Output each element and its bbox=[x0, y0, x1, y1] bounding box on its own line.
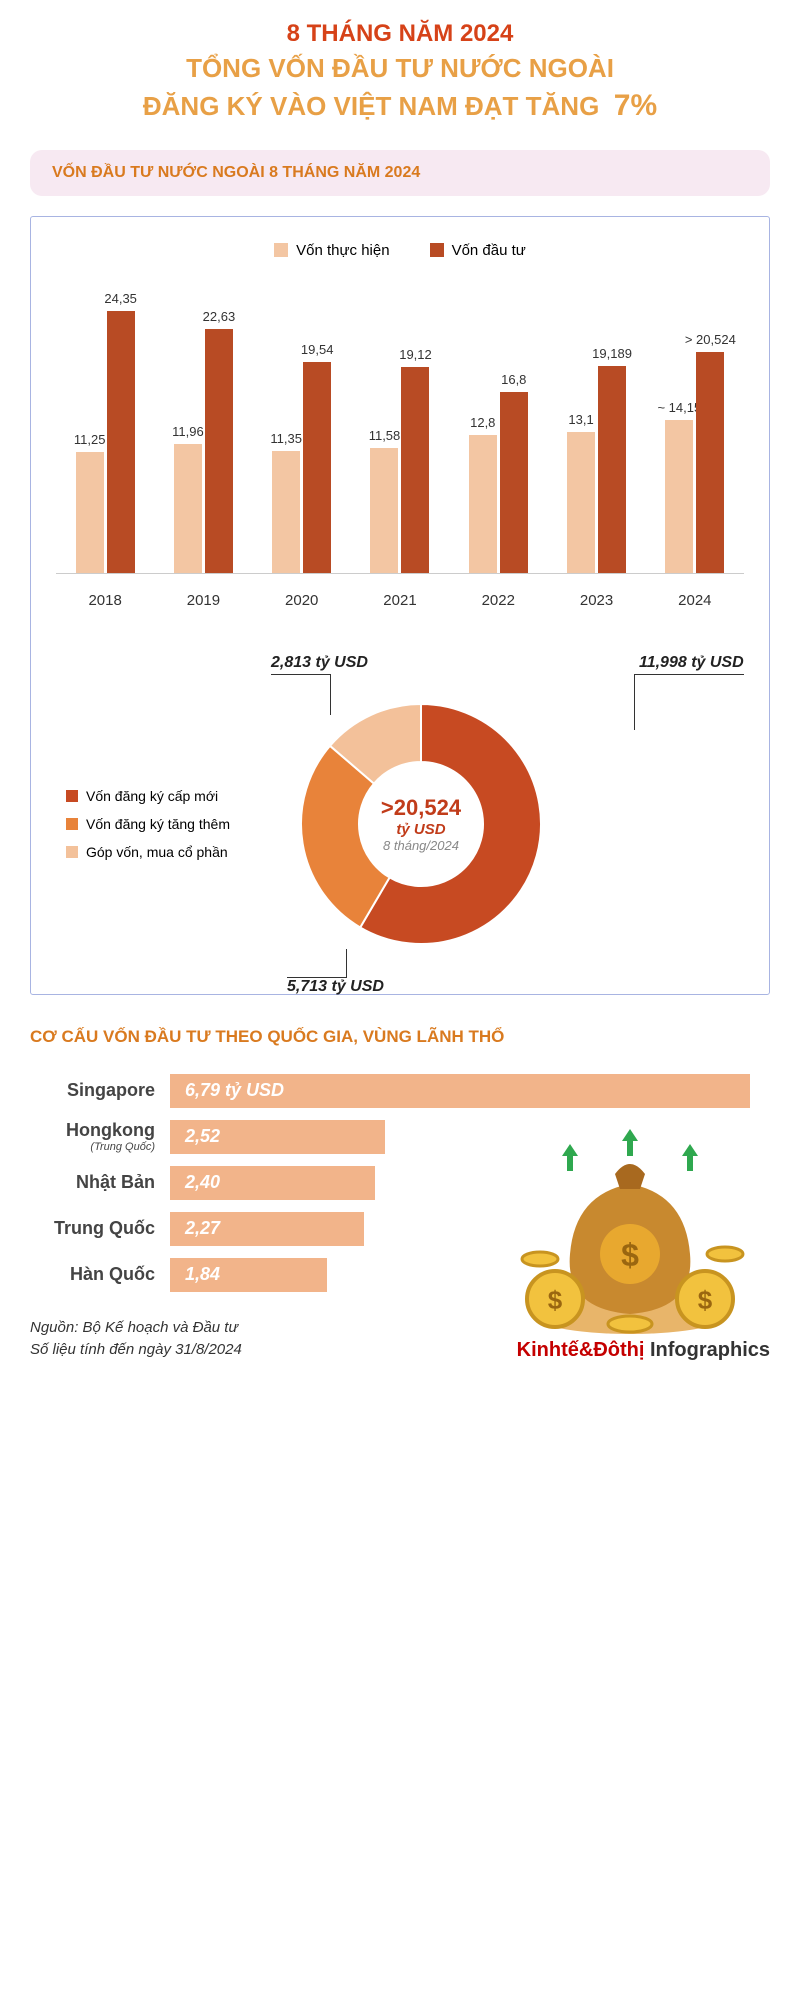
headline-line3: ĐĂNG KÝ VÀO VIỆT NAM ĐẠT TĂNG 7% bbox=[30, 86, 770, 125]
source-line1: Nguồn: Bộ Kế hoạch và Đầu tư bbox=[30, 1317, 242, 1340]
donut-legend-item: Vốn đăng ký tăng thêm bbox=[66, 810, 261, 838]
bar: 11,25 bbox=[76, 452, 104, 573]
country-section: Singapore6,79 tỷ USDHongkong(Trung Quốc)… bbox=[30, 1074, 770, 1292]
callout-3: 5,713 tỷ USD bbox=[316, 949, 384, 996]
callout-3-text: 5,713 tỷ USD bbox=[287, 978, 384, 995]
donut-center: >20,524 tỷ USD 8 tháng/2024 bbox=[381, 795, 461, 853]
donut-legend-item: Vốn đăng ký cấp mới bbox=[66, 782, 261, 810]
donut-center-value: >20,524 bbox=[381, 795, 461, 821]
svg-text:$: $ bbox=[621, 1237, 639, 1273]
country-row: Singapore6,79 tỷ USD bbox=[30, 1074, 770, 1108]
bar: > 20,524 bbox=[696, 352, 724, 573]
year-group: 11,5819,12 bbox=[370, 293, 429, 573]
legend-item: Vốn thực hiện bbox=[274, 242, 389, 259]
bar: 22,63 bbox=[205, 329, 233, 573]
donut-section: Vốn đăng ký cấp mớiVốn đăng ký tăng thêm… bbox=[56, 684, 744, 964]
country-name: Nhật Bản bbox=[30, 1172, 170, 1193]
infographic-container: 8 THÁNG NĂM 2024 TỔNG VỐN ĐẦU TƯ NƯỚC NG… bbox=[0, 0, 800, 1382]
country-bar: 6,79 tỷ USD bbox=[170, 1074, 750, 1108]
bar: 16,8 bbox=[500, 392, 528, 573]
svg-text:$: $ bbox=[698, 1285, 713, 1315]
bar: ~ 14,15 bbox=[665, 420, 693, 572]
bar-chart: 11,2524,35 11,9622,63 11,3519,54 11,5819,12… bbox=[56, 294, 744, 634]
bar: 19,12 bbox=[401, 367, 429, 573]
country-bar: 1,84 bbox=[170, 1258, 327, 1292]
year-group: ~ 14,15> 20,524 bbox=[665, 293, 724, 573]
headline-line1: 8 THÁNG NĂM 2024 bbox=[30, 20, 770, 48]
callout-1: 2,813 tỷ USD bbox=[271, 654, 368, 715]
donut-legend: Vốn đăng ký cấp mớiVốn đăng ký tăng thêm… bbox=[66, 782, 261, 866]
x-axis-labels: 2018201920202021202220232024 bbox=[56, 592, 744, 609]
headline-line2: TỔNG VỐN ĐẦU TƯ NƯỚC NGOÀI bbox=[30, 52, 770, 86]
headline-line3-text: ĐĂNG KÝ VÀO VIỆT NAM ĐẠT TĂNG bbox=[143, 91, 599, 121]
source-text: Nguồn: Bộ Kế hoạch và Đầu tư Số liệu tín… bbox=[30, 1317, 242, 1362]
country-name: Trung Quốc bbox=[30, 1218, 170, 1239]
bar: 24,35 bbox=[107, 311, 135, 573]
chart-card: Vốn thực hiệnVốn đầu tư 11,2524,3511,962… bbox=[30, 216, 770, 995]
bar: 11,35 bbox=[272, 451, 300, 573]
headline-pct: 7% bbox=[614, 89, 657, 122]
bar: 11,96 bbox=[174, 444, 202, 573]
donut-center-sub: 8 tháng/2024 bbox=[381, 838, 461, 853]
year-group: 11,3519,54 bbox=[272, 293, 331, 573]
donut-center-unit: tỷ USD bbox=[381, 821, 461, 838]
legend-item: Vốn đầu tư bbox=[430, 242, 526, 259]
callout-2: 11,998 tỷ USD bbox=[639, 654, 744, 730]
bar: 19,189 bbox=[598, 366, 626, 573]
year-group: 11,2524,35 bbox=[76, 293, 135, 573]
year-group: 12,816,8 bbox=[469, 293, 528, 573]
country-name: Hongkong(Trung Quốc) bbox=[30, 1120, 170, 1153]
svg-text:$: $ bbox=[548, 1285, 563, 1315]
callout-2-text: 11,998 tỷ USD bbox=[639, 654, 744, 671]
country-name: Hàn Quốc bbox=[30, 1264, 170, 1285]
country-name: Singapore bbox=[30, 1080, 170, 1101]
country-bar: 2,27 bbox=[170, 1212, 364, 1246]
year-group: 13,119,189 bbox=[567, 293, 626, 573]
source-line2: Số liệu tính đến ngày 31/8/2024 bbox=[30, 1339, 242, 1362]
money-bag-illustration: $ $ $ bbox=[500, 1114, 760, 1344]
bar: 12,8 bbox=[469, 435, 497, 573]
year-group: 11,9622,63 bbox=[174, 293, 233, 573]
bar: 11,58 bbox=[370, 448, 398, 573]
bars-row: 11,2524,35 11,9622,63 11,3519,54 11,5819,12… bbox=[56, 294, 744, 574]
country-bar: 2,52 bbox=[170, 1120, 385, 1154]
headline: 8 THÁNG NĂM 2024 TỔNG VỐN ĐẦU TƯ NƯỚC NG… bbox=[30, 20, 770, 125]
bar: 13,1 bbox=[567, 432, 595, 573]
donut-chart: >20,524 tỷ USD 8 tháng/2024 bbox=[281, 684, 561, 964]
bar-legend: Vốn thực hiện Vốn đầu tư bbox=[56, 242, 744, 259]
section1-title: VỐN ĐẦU TƯ NƯỚC NGOÀI 8 THÁNG NĂM 2024 bbox=[30, 150, 770, 196]
section2-title: CƠ CẤU VỐN ĐẦU TƯ THEO QUỐC GIA, VÙNG LÃ… bbox=[30, 1025, 770, 1049]
donut-legend-item: Góp vốn, mua cổ phần bbox=[66, 838, 261, 866]
callout-1-text: 2,813 tỷ USD bbox=[271, 654, 368, 671]
country-bar: 2,40 bbox=[170, 1166, 375, 1200]
bar: 19,54 bbox=[303, 362, 331, 572]
